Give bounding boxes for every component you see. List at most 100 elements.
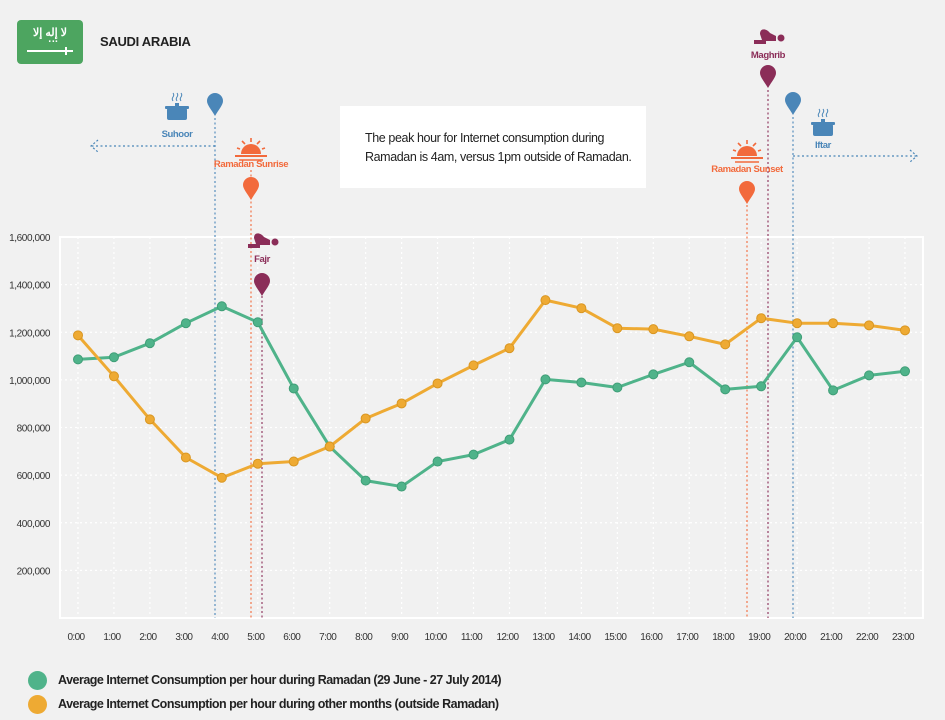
- sun-ray: [241, 140, 246, 145]
- y-tick-label: 1,600,000: [9, 233, 51, 244]
- sun-ray: [256, 140, 261, 145]
- x-tick-label: 12:00: [496, 632, 519, 643]
- data-point-ramadan: [468, 449, 479, 460]
- series-line-outside: [76, 298, 906, 480]
- pot-body: [167, 108, 187, 120]
- data-point-outside: [792, 318, 803, 329]
- event-label-ramadan-sunset: Ramadan Sunset: [711, 164, 784, 175]
- steam: [825, 108, 829, 118]
- legend-swatch-outside: [28, 694, 47, 714]
- legend-label-ramadan: Average Internet Consumption per hour du…: [58, 673, 502, 687]
- data-point-outside: [216, 472, 227, 483]
- data-point-outside: [288, 456, 299, 467]
- data-point-outside: [864, 320, 875, 331]
- sun-half: [241, 144, 261, 154]
- data-point-outside: [684, 331, 695, 342]
- location-pin-icon: [760, 65, 776, 88]
- event-label-ramadan-sunrise: Ramadan Sunrise: [214, 159, 288, 170]
- flag-sword: [27, 50, 73, 52]
- x-tick-label: 20:00: [784, 632, 807, 643]
- data-point-outside: [612, 323, 623, 334]
- sunset-icon: [731, 140, 763, 163]
- data-point-outside: [360, 413, 371, 424]
- x-tick-label: 22:00: [856, 632, 879, 643]
- sunrise-icon: [235, 138, 267, 161]
- annotation-box: The peak hour for Internet consumption d…: [340, 106, 646, 188]
- data-point-outside: [180, 452, 191, 463]
- x-tick-label: 9:00: [391, 632, 409, 643]
- data-point-ramadan: [216, 301, 227, 312]
- y-tick-label: 1,400,000: [9, 281, 51, 292]
- prayer-head: [271, 238, 279, 246]
- data-point-ramadan: [252, 317, 263, 328]
- data-point-ramadan: [576, 377, 587, 388]
- steam: [175, 92, 179, 102]
- data-point-ramadan: [864, 370, 875, 381]
- x-tick-label: 4:00: [211, 632, 229, 643]
- country-title: SAUDI ARABIA: [100, 34, 191, 49]
- data-point-outside: [252, 458, 263, 469]
- y-tick-label: 1,000,000: [9, 376, 51, 387]
- data-point-outside: [432, 378, 443, 389]
- legend-label-outside: Average Internet Consumption per hour du…: [58, 697, 499, 711]
- x-tick-label: 17:00: [676, 632, 699, 643]
- data-point-ramadan: [648, 369, 659, 380]
- data-point-outside: [108, 371, 119, 382]
- data-point-ramadan: [756, 381, 767, 392]
- x-tick-label: 14:00: [568, 632, 591, 643]
- x-tick-label: 1:00: [103, 632, 121, 643]
- pot-lid: [165, 106, 189, 109]
- location-pin-icon: [243, 177, 259, 200]
- y-tick-label: 200,000: [17, 566, 51, 577]
- x-tick-label: 13:00: [532, 632, 555, 643]
- x-tick-label: 15:00: [604, 632, 627, 643]
- data-point-ramadan: [504, 434, 515, 445]
- steam: [171, 92, 175, 102]
- event-label-iftar: Iftar: [815, 140, 832, 151]
- annotation-line-2: Ramadan is 4am, versus 1pm outside of Ra…: [365, 150, 632, 164]
- x-tick-label: 8:00: [355, 632, 373, 643]
- x-tick-label: 11:00: [461, 632, 483, 643]
- data-point-outside: [720, 339, 731, 350]
- pot-lid: [811, 122, 835, 125]
- event-label-suhoor: Suhoor: [162, 129, 194, 140]
- data-point-outside: [396, 398, 407, 409]
- annotation-line-1: The peak hour for Internet consumption d…: [365, 131, 605, 145]
- arrow-left-icon: [90, 139, 99, 153]
- prayer-icon: [754, 29, 785, 44]
- x-tick-label: 18:00: [712, 632, 735, 643]
- x-tick-label: 7:00: [319, 632, 337, 643]
- sun-ray: [757, 149, 762, 152]
- data-point-outside: [73, 330, 83, 341]
- data-point-outside: [576, 303, 587, 314]
- event-label-maghrib: Maghrib: [751, 50, 786, 61]
- data-point-ramadan: [540, 374, 551, 385]
- legend-item-outside: Average Internet Consumption per hour du…: [28, 692, 501, 716]
- legend: Average Internet Consumption per hour du…: [28, 668, 502, 716]
- series-line-ramadan: [77, 304, 906, 489]
- location-pin-icon: [785, 92, 801, 115]
- pot-knob: [175, 103, 179, 106]
- data-point-outside: [648, 324, 659, 335]
- y-tick-label: 800,000: [17, 424, 51, 435]
- pot-knob: [821, 119, 825, 122]
- x-tick-label: 19:00: [748, 632, 771, 643]
- cooking-pot-icon: [811, 108, 835, 136]
- data-point-ramadan: [684, 357, 695, 368]
- sun-ray: [732, 149, 737, 152]
- data-point-ramadan: [432, 456, 443, 467]
- location-pin-icon: [254, 273, 270, 296]
- arrow-right-icon: [909, 149, 918, 163]
- data-point-outside: [900, 325, 910, 336]
- data-point-outside: [756, 313, 767, 324]
- data-point-outside: [324, 441, 335, 452]
- x-tick-label: 5:00: [247, 632, 265, 643]
- flag-script: لا إله إلا الله: [32, 27, 68, 42]
- steam: [817, 108, 821, 118]
- location-pin-icon: [739, 181, 755, 204]
- data-point-outside: [828, 318, 839, 329]
- x-tick-label: 10:00: [425, 632, 448, 643]
- pot-body: [813, 124, 833, 136]
- data-point-ramadan: [108, 352, 119, 363]
